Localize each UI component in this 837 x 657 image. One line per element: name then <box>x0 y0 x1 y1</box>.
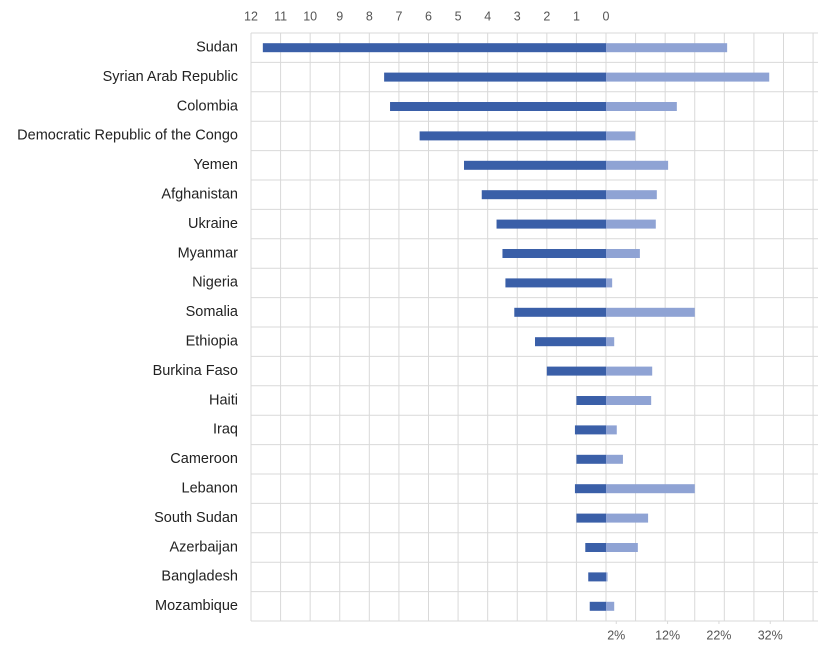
category-label: Colombia <box>177 98 239 114</box>
category-label: Burkina Faso <box>153 363 238 379</box>
bar-left <box>262 43 606 53</box>
bar-right <box>606 190 657 200</box>
bar-right <box>606 543 638 552</box>
bar-right <box>606 72 770 82</box>
x-tick-label: 8 <box>366 9 373 23</box>
x-tick-label: 2 <box>543 9 550 23</box>
bar-right <box>606 249 640 258</box>
bar-right <box>606 131 636 141</box>
category-label: Cameroon <box>170 451 238 467</box>
category-label: Democratic Republic of the Congo <box>17 128 238 144</box>
bar-right <box>606 484 695 494</box>
bar-right <box>606 307 695 317</box>
x-tick-label: 9 <box>336 9 343 23</box>
category-label: Iraq <box>213 422 238 438</box>
bar-left <box>496 219 606 229</box>
category-label: South Sudan <box>154 510 238 526</box>
category-label: Afghanistan <box>161 187 238 203</box>
bar-left <box>588 572 606 582</box>
bar-left <box>390 102 606 111</box>
x-tick-label: 1 <box>573 9 580 23</box>
x-tick-label: 11 <box>274 9 287 23</box>
bar-right <box>606 219 656 229</box>
category-label: Sudan <box>196 40 238 56</box>
bar-left <box>384 72 606 82</box>
bar-right <box>606 366 653 376</box>
bar-left <box>514 307 606 317</box>
category-label: Ukraine <box>188 216 238 232</box>
category-label: Somalia <box>186 304 239 320</box>
bar-right <box>606 102 677 111</box>
bar-left <box>576 396 606 405</box>
x2-tick-label: 2% <box>607 628 625 642</box>
x-tick-label: 5 <box>455 9 462 23</box>
category-label: Nigeria <box>192 275 239 291</box>
bar-right <box>606 278 613 288</box>
category-label: Yemen <box>193 157 238 173</box>
x-tick-label: 3 <box>514 9 521 23</box>
bar-right <box>606 337 615 347</box>
category-label: Ethiopia <box>186 334 239 350</box>
x-tick-label: 7 <box>395 9 402 23</box>
bar-left <box>576 454 606 464</box>
bar-right <box>606 454 623 464</box>
category-label: Azerbaijan <box>169 539 238 555</box>
x-tick-label: 12 <box>244 9 258 23</box>
category-label: Haiti <box>209 392 238 408</box>
bar-left <box>574 425 606 435</box>
category-label: Bangladesh <box>161 569 238 585</box>
bar-left <box>419 131 606 141</box>
bar-left <box>589 601 606 611</box>
bar-right <box>606 43 728 53</box>
bar-right <box>606 513 649 523</box>
x-tick-label: 0 <box>603 9 610 23</box>
bar-right <box>606 160 669 170</box>
bar-left <box>546 366 606 376</box>
bar-right <box>606 572 608 582</box>
bar-left <box>464 160 606 170</box>
bar-left <box>481 190 606 200</box>
bar-left <box>502 249 606 258</box>
bar-right <box>606 396 652 405</box>
x2-tick-label: 12% <box>655 628 680 642</box>
bar-right <box>606 601 615 611</box>
category-label: Myanmar <box>178 245 239 261</box>
category-label: Mozambique <box>155 598 238 614</box>
x2-tick-label: 32% <box>758 628 783 642</box>
bar-left <box>576 513 606 523</box>
x-tick-label: 6 <box>425 9 432 23</box>
bar-left <box>535 337 606 347</box>
bar-left <box>505 278 606 288</box>
category-label: Lebanon <box>182 481 238 497</box>
category-label: Syrian Arab Republic <box>103 69 238 85</box>
x-tick-label: 10 <box>303 9 317 23</box>
bar-left <box>574 484 606 494</box>
bar-left <box>585 543 606 552</box>
bar-right <box>606 425 617 435</box>
x2-tick-label: 22% <box>706 628 731 642</box>
x-tick-label: 4 <box>484 9 491 23</box>
